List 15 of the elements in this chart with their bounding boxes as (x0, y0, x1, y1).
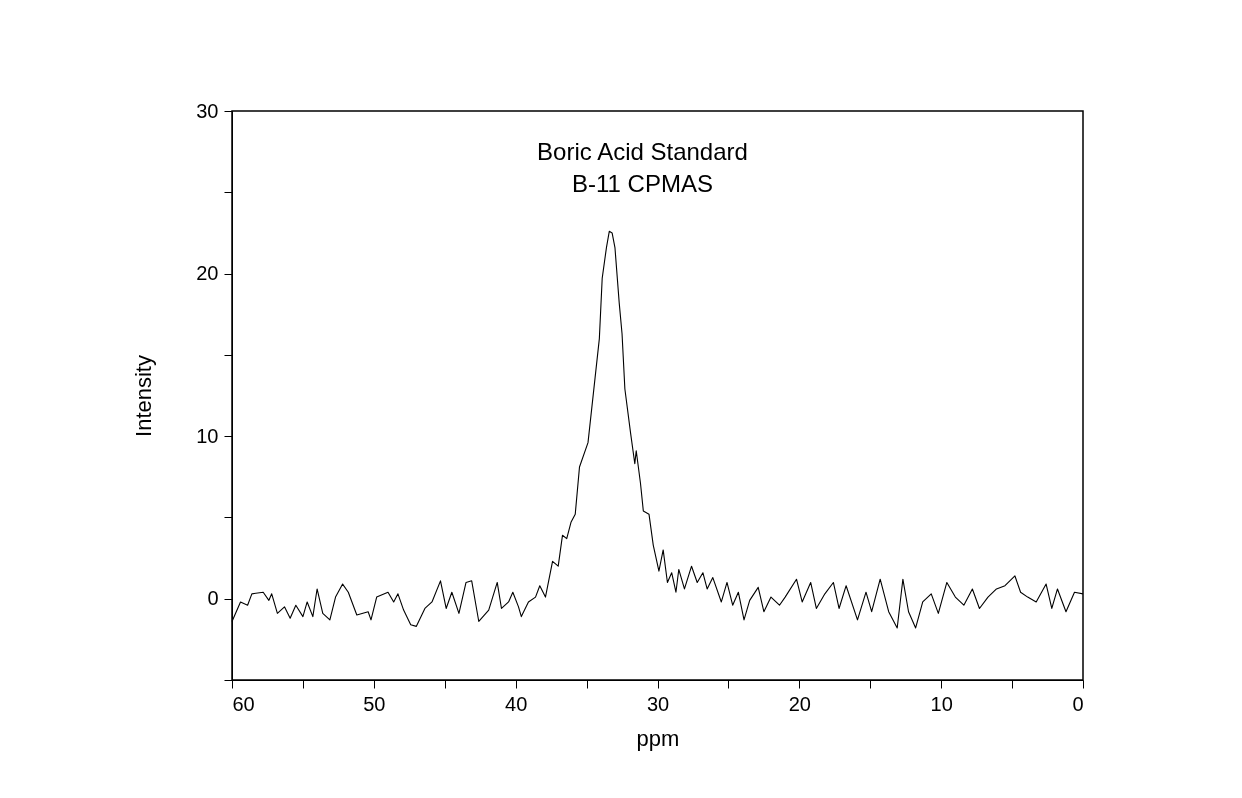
y-tick-label: 30 (196, 99, 219, 122)
x-tick-label: 50 (363, 692, 386, 715)
y-axis-title: Intensity (131, 355, 157, 437)
x-axis-title: ppm (636, 725, 680, 751)
y-tick-label: 10 (196, 424, 219, 447)
x-tick-label: 40 (505, 692, 528, 715)
x-tick-label: 10 (930, 692, 953, 715)
text: Boric Acid Standard (537, 138, 748, 165)
x-tick-label: 20 (788, 692, 811, 715)
x-tick-label: 0 (1072, 692, 1084, 715)
y-tick-label: 20 (196, 262, 219, 285)
text: B-11 CPMAS (572, 170, 713, 197)
x-tick-label: 30 (646, 692, 670, 715)
x-tick-label: 60 (232, 692, 255, 715)
y-tick-label: 0 (207, 587, 219, 610)
